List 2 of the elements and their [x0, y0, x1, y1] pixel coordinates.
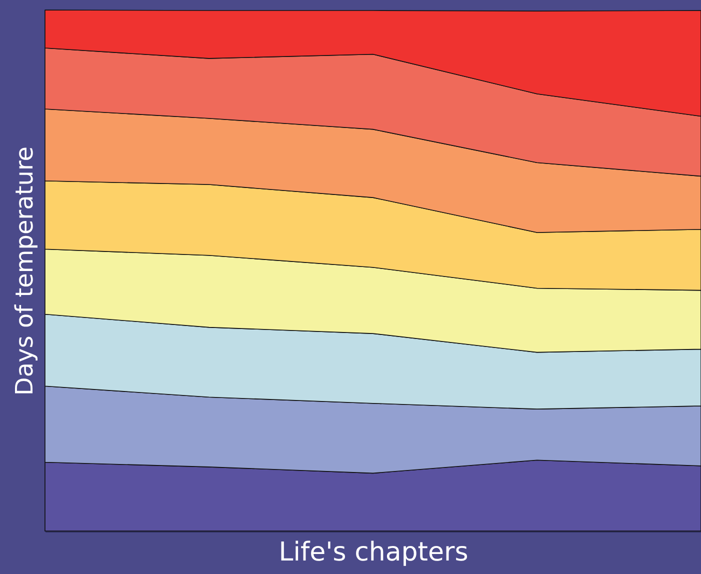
x-axis-title: Life's chapters [278, 538, 468, 568]
y-axis-title: Days of temperature [10, 146, 38, 396]
